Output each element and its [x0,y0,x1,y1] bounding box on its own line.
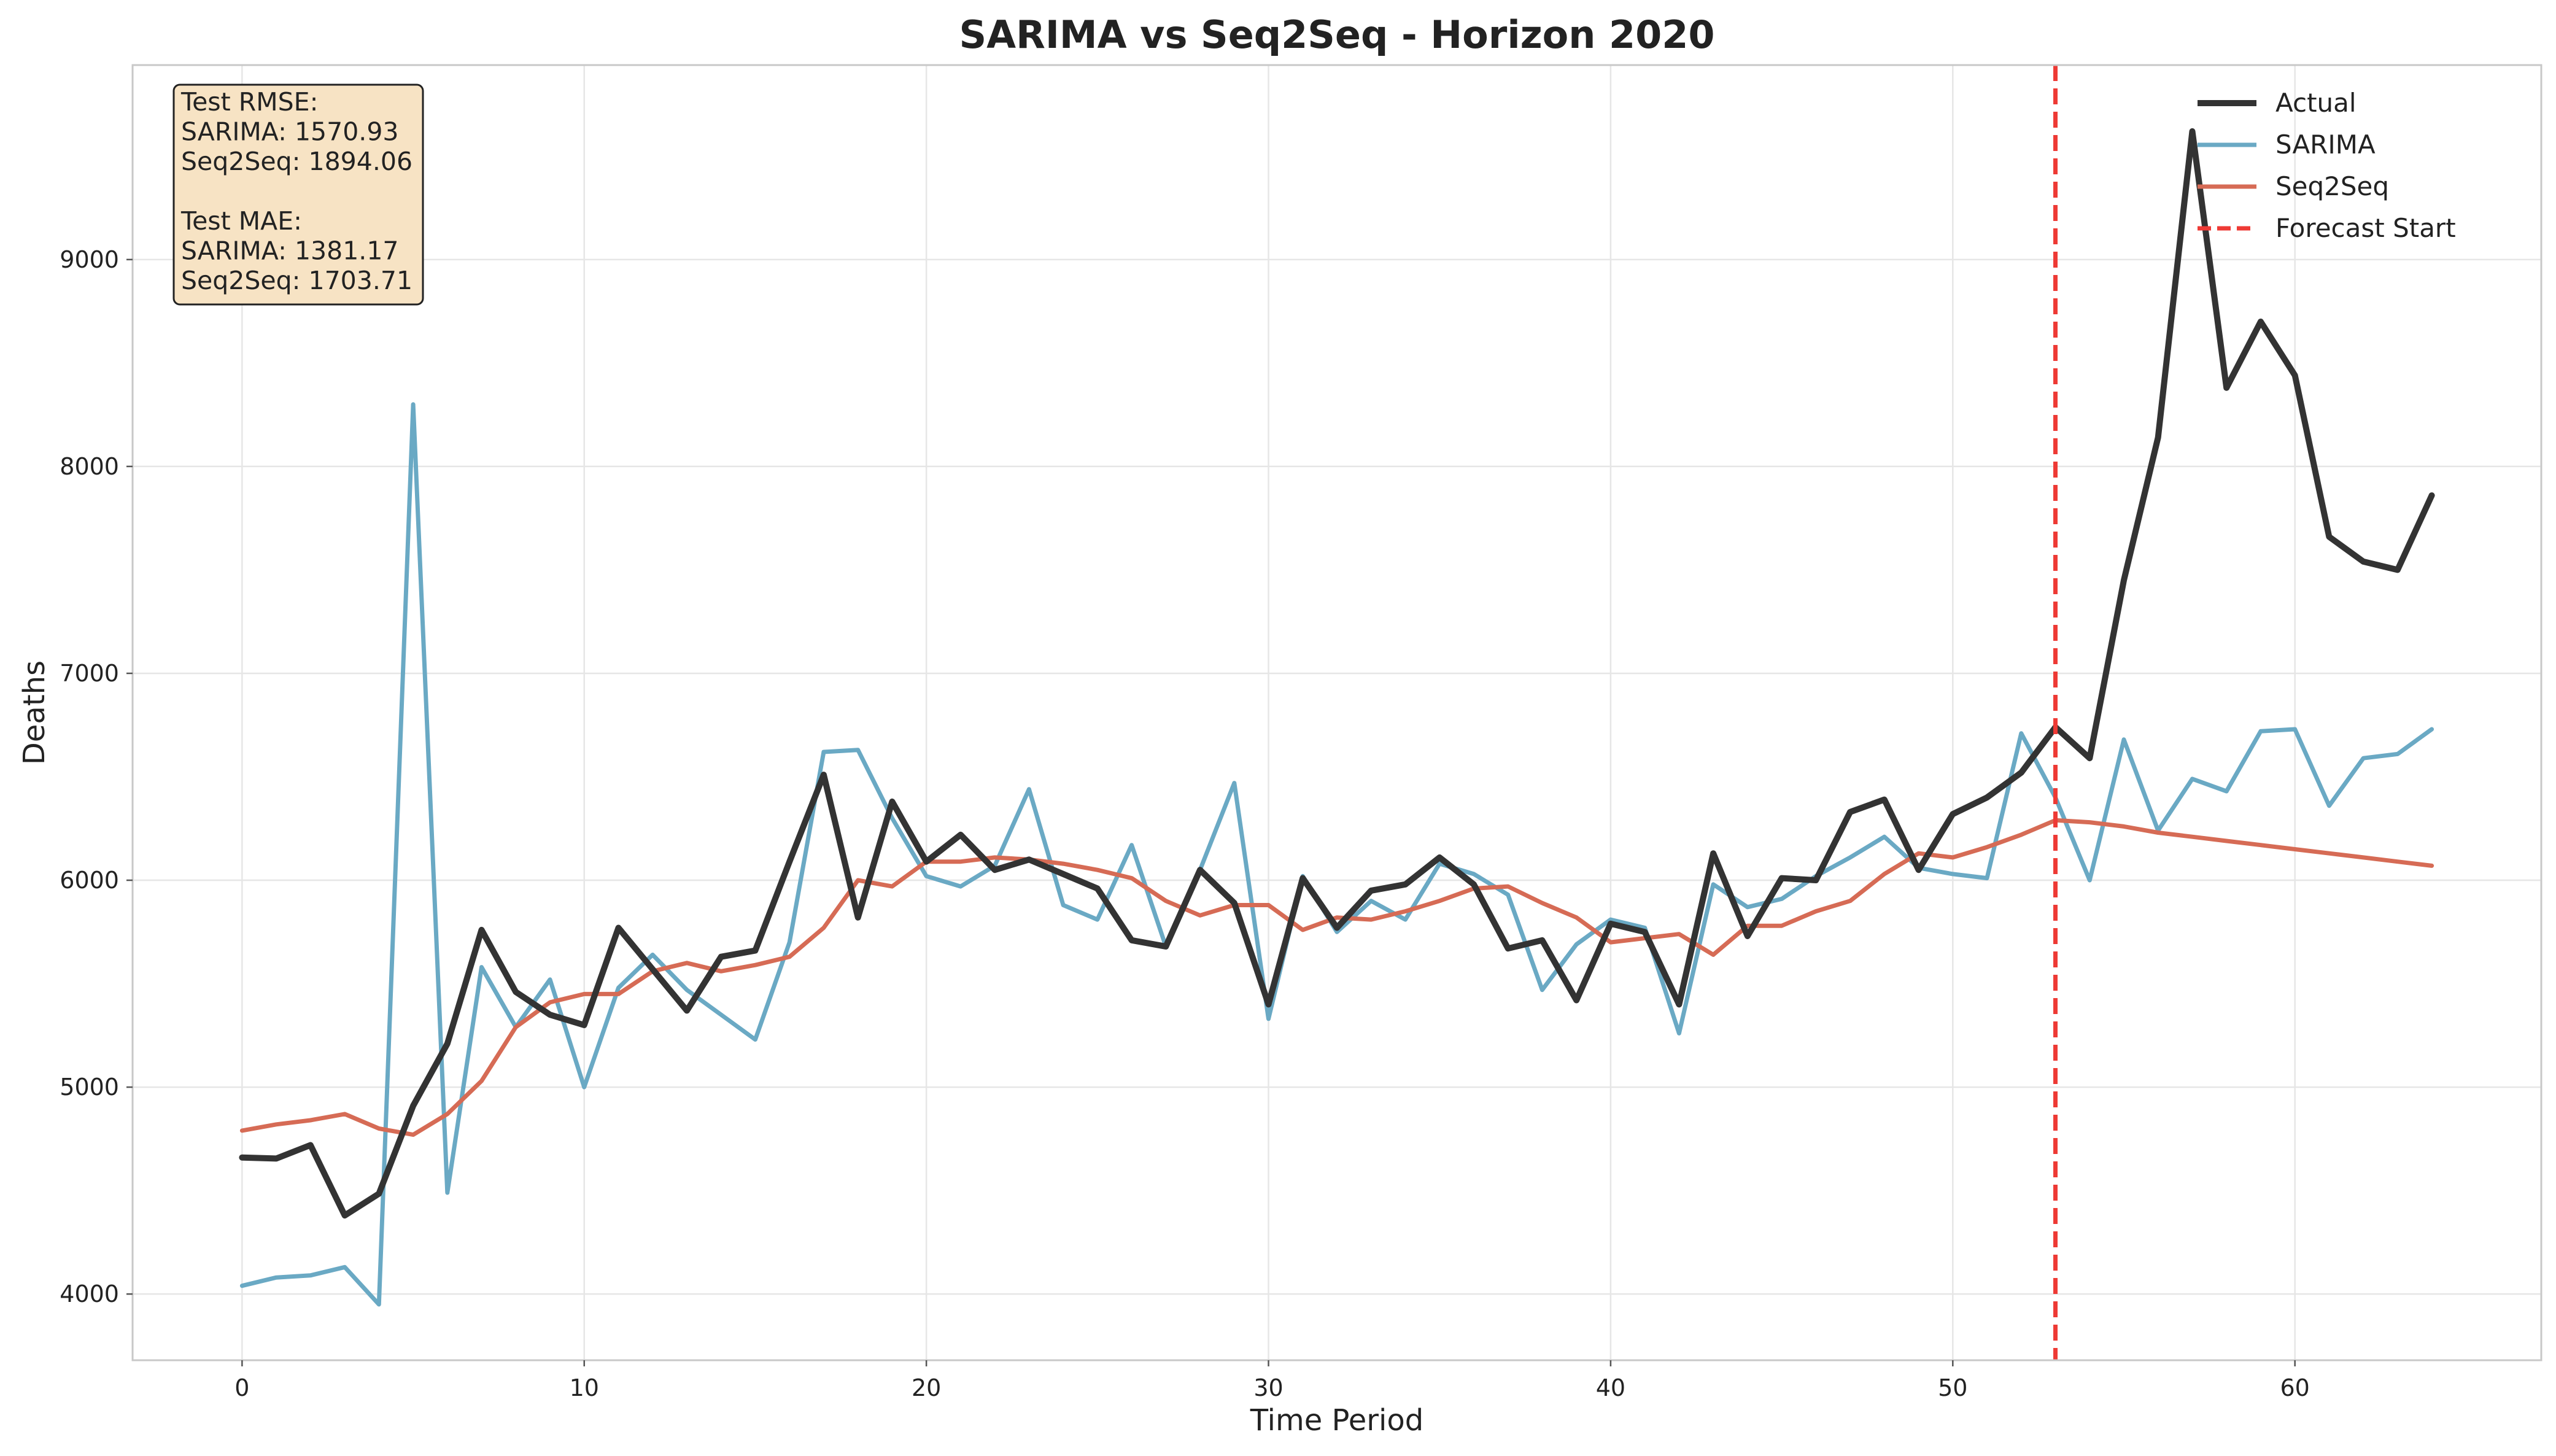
y-tick-label: 6000 [60,867,119,894]
legend-label: Actual [2275,88,2357,118]
metrics-line: SARIMA: 1570.93 [181,117,399,147]
axis-ticks: 0 10 20 30 40 50 60 4000 5000 6000 7000 8000 9000 [60,246,2310,1401]
legend-label: Seq2Seq [2275,171,2389,201]
x-tick-label: 30 [1253,1374,1283,1401]
x-tick-label: 10 [570,1374,599,1401]
y-tick-label: 9000 [60,246,119,273]
y-tick-label: 4000 [60,1280,119,1307]
y-tick-label: 7000 [60,660,119,687]
legend-label: SARIMA [2275,130,2376,160]
metrics-box-background [172,83,424,306]
series-line-seq2seq [239,818,2434,1137]
plot-frame [131,64,2542,1361]
x-tick-label: 50 [1938,1374,1967,1401]
legend-label: Forecast Start [2275,213,2456,243]
metrics-line: SARIMA: 1381.17 [181,236,399,266]
y-axis-label: Deaths [17,660,52,765]
x-axis-label: Time Period [1250,1403,1423,1438]
x-tick-label: 40 [1596,1374,1625,1401]
y-tick-label: 8000 [60,453,119,480]
metrics-line: Test MAE: [180,206,302,236]
x-tick-label: 0 [234,1374,249,1401]
y-tick-label: 5000 [60,1074,119,1101]
metrics-line: Test RMSE: [180,87,318,117]
legend: Actual SARIMA Seq2Seq Forecast Start [2198,88,2456,243]
metrics-line: Seq2Seq: 1894.06 [181,147,412,176]
x-tick-label: 20 [912,1374,941,1401]
x-tick-label: 60 [2280,1374,2310,1401]
grid [133,65,2541,1360]
series-line-sarima [239,402,2434,1307]
series-group [239,128,2435,1307]
metrics-line: Seq2Seq: 1703.71 [181,266,412,295]
series-line-actual [239,128,2435,1219]
chart-title: SARIMA vs Seq2Seq - Horizon 2020 [959,12,1714,57]
